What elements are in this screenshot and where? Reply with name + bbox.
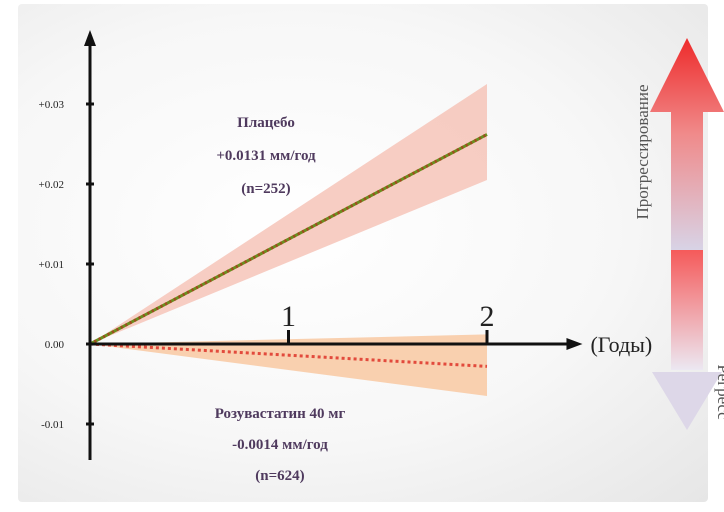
rosuvastatin-label: Розувастатин 40 мг xyxy=(215,406,346,422)
y-tick-label: +0.03 xyxy=(39,99,65,111)
rosuvastatin-confidence-band xyxy=(90,334,487,396)
y-axis-arrow-icon xyxy=(84,30,96,46)
arrow-shaft xyxy=(671,250,703,370)
x-axis-label: (Годы) xyxy=(590,332,652,357)
x-axis-arrow-icon xyxy=(566,338,583,350)
placebo-annotation: Плацебо +0.0131 мм/год (n=252) xyxy=(216,115,316,197)
y-tick-label: +0.01 xyxy=(39,259,64,271)
progression-regression-arrow: Прогрессирование Регресс xyxy=(633,38,724,430)
rosuvastatin-rate: -0.0014 мм/год xyxy=(232,437,328,453)
placebo-label: Плацебо xyxy=(237,115,295,131)
placebo-n: (n=252) xyxy=(241,181,290,197)
placebo-trend-line xyxy=(89,133,488,346)
y-axis-ticks: +0.03 +0.02 +0.01 0.00 -0.01 xyxy=(39,99,94,431)
down-arrow-icon xyxy=(652,372,722,430)
progression-label: Прогрессирование xyxy=(633,85,652,220)
slide-background xyxy=(18,4,708,502)
up-arrow-icon xyxy=(650,38,724,250)
axes xyxy=(84,30,583,460)
y-tick-label: +0.02 xyxy=(39,179,64,191)
rosuvastatin-annotation: Розувастатин 40 мг -0.0014 мм/год (n=624… xyxy=(215,406,346,484)
x-tick-label: 1 xyxy=(281,300,296,333)
rosuvastatin-n: (n=624) xyxy=(255,468,304,484)
placebo-rate: +0.0131 мм/год xyxy=(216,148,316,164)
regression-label: Регресс xyxy=(714,364,724,420)
y-tick-label: -0.01 xyxy=(41,419,64,431)
placebo-confidence-band xyxy=(90,84,487,344)
x-tick-label: 2 xyxy=(480,300,495,333)
y-tick-label: 0.00 xyxy=(45,339,65,351)
rosuvastatin-trend-line xyxy=(89,342,488,368)
